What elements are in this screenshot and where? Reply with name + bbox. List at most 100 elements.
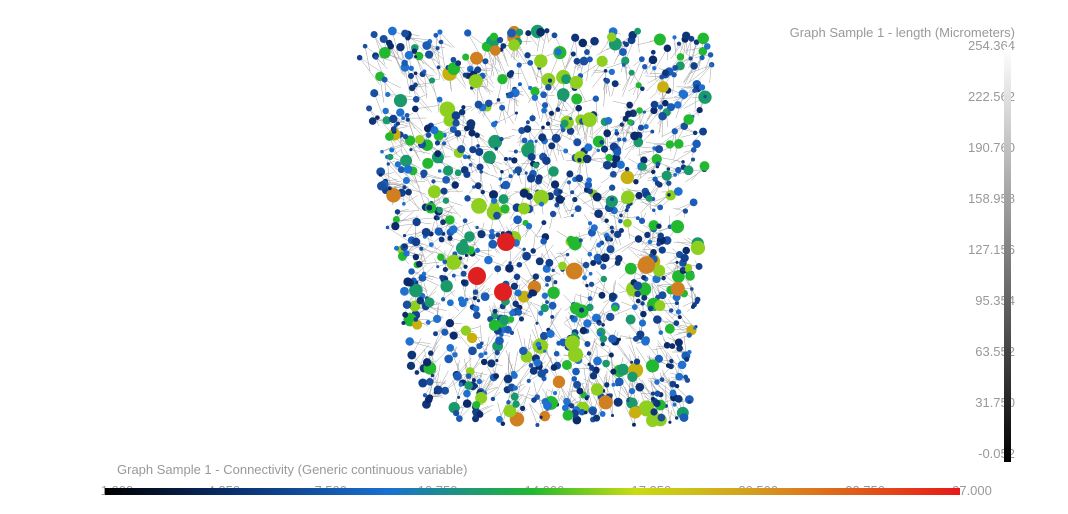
node [586,56,593,63]
node [540,237,547,245]
node [602,359,610,368]
node [507,316,515,323]
edge [663,302,677,305]
edge [463,258,481,274]
node [650,391,655,396]
node [488,319,500,331]
node [498,177,503,181]
node [412,217,421,227]
node [548,166,559,177]
node [656,223,662,229]
edge [498,99,514,125]
node [503,404,517,418]
node [379,46,391,59]
node [674,338,683,347]
node [573,57,581,65]
node [684,395,694,404]
node [650,106,658,115]
node [632,422,636,427]
node [413,71,418,76]
edge [496,341,509,361]
node [449,225,458,234]
node [425,132,432,139]
edge [580,258,585,278]
node [526,193,533,200]
node [680,122,688,130]
node [661,170,672,181]
node [625,110,633,118]
node [670,219,685,234]
node [474,182,482,190]
edge [387,227,410,242]
node [415,260,423,268]
node [375,115,380,120]
node [464,297,469,302]
node [569,302,583,315]
node [373,55,379,60]
edge [499,389,514,420]
node [492,308,498,314]
edge [664,385,667,406]
colorbar-title: Graph Sample 1 - length (Micrometers) [790,25,1015,40]
node [463,389,471,398]
node [491,312,499,320]
node [618,227,624,234]
node [672,402,677,407]
node [402,311,409,318]
node [609,170,617,178]
node [572,415,582,425]
node [543,349,547,353]
colorbar-tick-label: 254.364 [968,38,1015,53]
node [611,80,619,88]
node [661,99,669,107]
edge [608,118,626,134]
edge [655,226,670,234]
node [497,73,508,85]
node [415,134,425,145]
node [559,197,563,202]
node [428,242,434,247]
node [621,63,626,67]
node [385,132,394,141]
edge [597,215,612,228]
node [695,263,703,270]
node [667,193,671,197]
node [423,124,432,133]
edge [622,216,638,219]
edge [534,97,541,119]
node [462,154,468,160]
node [636,330,645,339]
node [577,157,582,163]
node [690,62,698,70]
node [628,387,636,395]
node [628,69,635,76]
node [462,218,468,224]
node [682,246,691,255]
node [638,217,646,225]
node [624,208,629,213]
node [647,239,653,245]
node [653,399,661,408]
node [586,177,592,183]
node [676,41,682,46]
node [584,341,591,348]
node [382,116,391,125]
node [703,43,711,50]
node [666,180,672,186]
node [387,26,397,36]
node [658,291,667,300]
node [657,81,669,93]
edge [641,379,654,399]
node [672,35,677,40]
node [642,64,648,70]
edge [429,41,440,65]
node [440,279,453,293]
node [446,254,462,270]
node [409,283,423,298]
edge [474,285,485,299]
node [514,166,523,174]
node [509,309,516,317]
node [678,89,688,99]
node [421,227,431,237]
node [548,301,557,310]
